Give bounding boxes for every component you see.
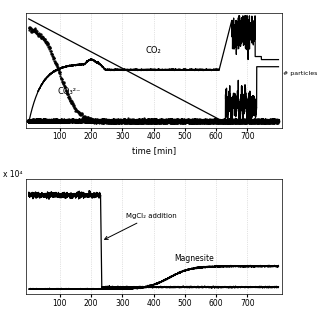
Text: CO₂: CO₂ [146,46,162,55]
Text: MgCl₂ addition: MgCl₂ addition [105,213,176,239]
X-axis label: time [min]: time [min] [132,147,176,156]
Text: CO₃²⁻: CO₃²⁻ [58,87,81,96]
Text: x 10⁴: x 10⁴ [3,170,22,179]
Text: Magnesite: Magnesite [174,254,214,263]
Text: # particles: # particles [283,71,317,76]
